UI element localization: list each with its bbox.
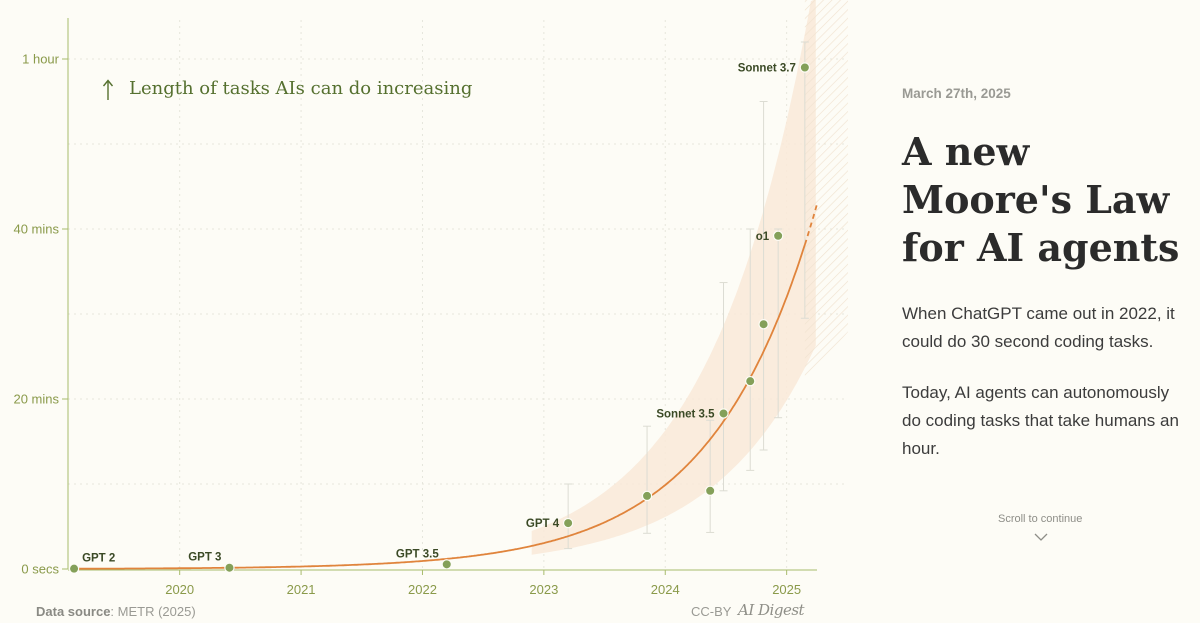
- data-point-label: GPT 2: [82, 553, 115, 565]
- data-point[interactable]: [641, 490, 653, 502]
- y-tick-label: 20 mins: [13, 392, 59, 407]
- x-tick-label: 2021: [287, 582, 316, 597]
- data-points: GPT 2 GPT 3 GPT 3.5 GPT 4 Sonnet 3.5 o1 Sonnet…: [68, 62, 811, 574]
- error-bars: [564, 41, 809, 550]
- data-point[interactable]: [745, 375, 756, 387]
- x-tick-label: 2025: [772, 582, 801, 597]
- data-point[interactable]: [224, 562, 235, 573]
- axes: 2020 2021 2022 2023 2024 2025 0 secs 20 mins 40 …: [13, 18, 817, 597]
- data-source-label: Data source: [36, 604, 111, 619]
- data-point[interactable]: [772, 230, 784, 241]
- data-point[interactable]: [441, 559, 452, 570]
- data-point-label: Sonnet 3.5: [656, 408, 715, 420]
- chevron-down-icon[interactable]: [1033, 532, 1049, 542]
- x-tick-label: 2023: [529, 582, 558, 597]
- chart-annotation: Length of tasks AIs can do increasing: [102, 78, 472, 100]
- data-source-value: : METR (2025): [110, 604, 196, 619]
- x-tick-label: 2020: [165, 582, 194, 597]
- intro-paragraph: When ChatGPT came out in 2022, it could …: [902, 304, 1175, 351]
- license-label[interactable]: CC-BY: [691, 604, 732, 619]
- publish-date: March 27th, 2025: [902, 86, 1011, 101]
- up-arrow-icon: [102, 79, 114, 100]
- data-point[interactable]: [758, 319, 769, 330]
- y-tick-label: 0 secs: [21, 562, 59, 577]
- trend-line: [74, 203, 818, 570]
- annotation-text: Length of tasks AIs can do increasing: [129, 78, 472, 99]
- data-point[interactable]: [562, 517, 574, 529]
- data-source: Data source: METR (2025): [36, 604, 196, 619]
- page-title: A new Moore's Law for AI agents: [902, 129, 1180, 270]
- y-tick-label: 40 mins: [13, 222, 59, 237]
- confidence-band-area: [531, 0, 816, 555]
- trend-line-solid: [74, 244, 806, 570]
- grid: [68, 20, 848, 569]
- x-tick-label: 2024: [651, 582, 680, 597]
- data-point-label: Sonnet 3.7: [738, 63, 796, 75]
- summary-paragraph: Today, AI agents can autonomously do cod…: [902, 383, 1179, 458]
- data-point-label: GPT 3.5: [396, 548, 439, 560]
- data-point[interactable]: [799, 62, 811, 73]
- data-point[interactable]: [718, 408, 729, 419]
- data-point-label: GPT 3: [188, 552, 221, 564]
- brand-logo[interactable]: AI Digest: [738, 601, 805, 619]
- x-tick-label: 2022: [408, 582, 437, 597]
- confidence-band: [531, 0, 848, 555]
- data-point-label: o1: [756, 231, 770, 243]
- trend-line-projection: [804, 203, 818, 245]
- data-point-label: GPT 4: [526, 518, 560, 530]
- y-tick-label: 1 hour: [22, 52, 60, 67]
- projection-hatch: [804, 0, 848, 382]
- data-point[interactable]: [704, 485, 716, 496]
- data-point[interactable]: [68, 563, 80, 574]
- task-length-chart: 2020 2021 2022 2023 2024 2025 0 secs 20 mins 40 …: [13, 0, 848, 597]
- scroll-hint[interactable]: Scroll to continue: [998, 513, 1083, 525]
